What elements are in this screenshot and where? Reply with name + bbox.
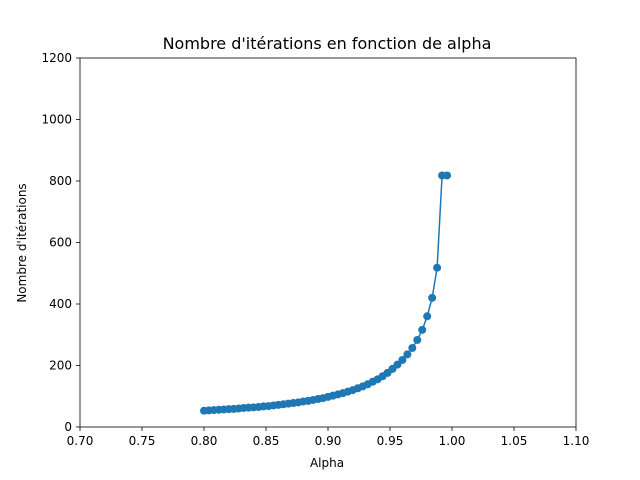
data-point — [428, 293, 437, 302]
y-tick-label: 1000 — [41, 113, 72, 127]
data-point — [413, 335, 422, 344]
data-point — [403, 350, 412, 359]
x-tick-label: 0.75 — [129, 434, 156, 448]
data-point — [443, 171, 452, 180]
x-axis-label: Alpha — [310, 456, 344, 470]
y-axis-label: Nombre d'itérations — [15, 183, 29, 302]
data-point — [408, 343, 417, 352]
x-tick-label: 1.00 — [439, 434, 466, 448]
y-tick-label: 400 — [49, 297, 72, 311]
y-tick-label: 0 — [64, 420, 72, 434]
y-tick-label: 800 — [49, 174, 72, 188]
y-tick-label: 600 — [49, 236, 72, 250]
data-point — [398, 355, 407, 364]
x-tick-label: 1.10 — [563, 434, 590, 448]
x-tick-label: 0.95 — [377, 434, 404, 448]
y-tick-label: 200 — [49, 359, 72, 373]
x-tick-label: 0.90 — [315, 434, 342, 448]
x-tick-label: 0.85 — [253, 434, 280, 448]
data-point — [433, 263, 442, 272]
data-point — [423, 312, 432, 321]
y-tick-label: 1200 — [41, 51, 72, 65]
chart-title: Nombre d'itérations en fonction de alpha — [163, 34, 492, 53]
x-tick-label: 1.05 — [501, 434, 528, 448]
plot-area: 0.70 0.75 0.80 0.85 0.90 0.95 1.00 1.05 1.10 0 200… — [41, 51, 589, 448]
x-tick-label: 0.70 — [67, 434, 94, 448]
x-tick-label: 0.80 — [191, 434, 218, 448]
data-point — [418, 325, 427, 334]
